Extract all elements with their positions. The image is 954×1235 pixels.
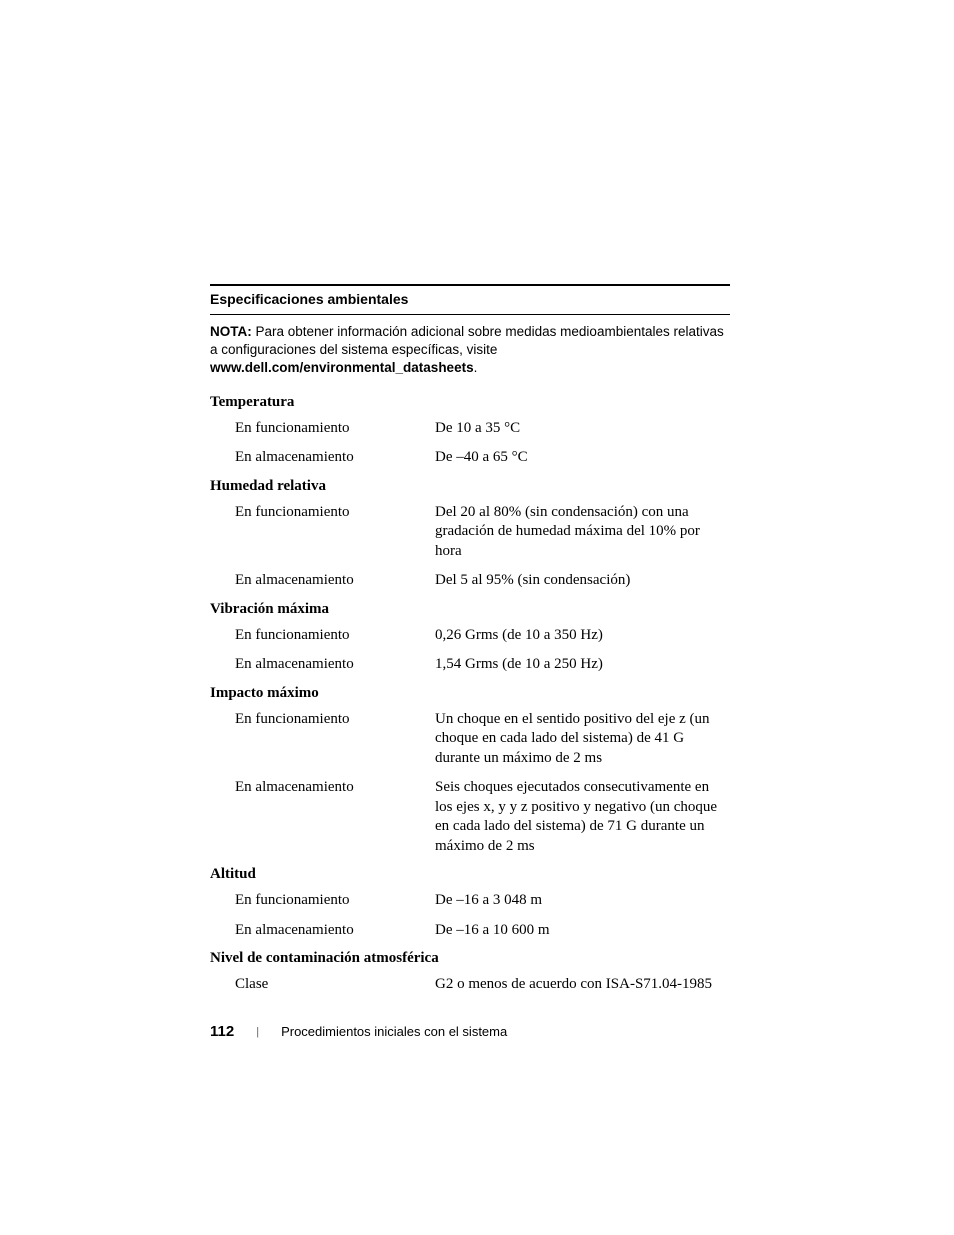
spec-value: De 10 a 35 °C: [435, 419, 730, 439]
subsection-header: Nivel de contaminación atmosférica: [210, 950, 730, 967]
spec-value: G2 o menos de acuerdo con ISA-S71.04-198…: [435, 975, 730, 995]
spec-label: En funcionamiento: [210, 419, 435, 439]
nota-link: www.dell.com/environmental_datasheets: [210, 360, 474, 375]
spec-value: Del 5 al 95% (sin condensación): [435, 571, 730, 591]
spec-label: En funcionamiento: [210, 626, 435, 646]
nota-suffix: .: [474, 360, 478, 375]
spec-value: 1,54 Grms (de 10 a 250 Hz): [435, 655, 730, 675]
spec-value: De –16 a 3 048 m: [435, 891, 730, 911]
spec-value: Seis choques ejecutados consecutivamente…: [435, 778, 730, 856]
nota-block: NOTA: Para obtener información adicional…: [210, 323, 730, 378]
spec-value: Del 20 al 80% (sin condensación) con una…: [435, 503, 730, 562]
spec-value: De –16 a 10 600 m: [435, 921, 730, 941]
spec-row: En almacenamientoDe –40 a 65 °C: [210, 448, 730, 468]
spec-row: En funcionamientoDel 20 al 80% (sin cond…: [210, 503, 730, 562]
nota-text: Para obtener información adicional sobre…: [210, 324, 724, 357]
spec-label: En funcionamiento: [210, 891, 435, 911]
page-number: 112: [210, 1023, 234, 1040]
spec-row: En almacenamientoDe –16 a 10 600 m: [210, 921, 730, 941]
spec-value: Un choque en el sentido positivo del eje…: [435, 710, 730, 769]
spec-row: En funcionamientoDe –16 a 3 048 m: [210, 891, 730, 911]
subsection-header: Altitud: [210, 866, 730, 883]
spec-label: En almacenamiento: [210, 778, 435, 856]
footer-text: Procedimientos iniciales con el sistema: [281, 1024, 507, 1039]
spec-row: En funcionamiento0,26 Grms (de 10 a 350 …: [210, 626, 730, 646]
spec-label: En almacenamiento: [210, 921, 435, 941]
spec-groups: TemperaturaEn funcionamientoDe 10 a 35 °…: [210, 394, 730, 995]
spec-label: En funcionamiento: [210, 710, 435, 769]
spec-label: En almacenamiento: [210, 448, 435, 468]
spec-label: En funcionamiento: [210, 503, 435, 562]
subsection-header: Impacto máximo: [210, 685, 730, 702]
spec-row: En almacenamientoSeis choques ejecutados…: [210, 778, 730, 856]
section-header-text: Especificaciones ambientales: [210, 291, 408, 307]
spec-label: En almacenamiento: [210, 571, 435, 591]
spec-label: En almacenamiento: [210, 655, 435, 675]
page-content: Especificaciones ambientales NOTA: Para …: [210, 284, 730, 1005]
subsection-header: Humedad relativa: [210, 478, 730, 495]
spec-row: En almacenamiento1,54 Grms (de 10 a 250 …: [210, 655, 730, 675]
spec-row: En funcionamientoDe 10 a 35 °C: [210, 419, 730, 439]
spec-row: En almacenamientoDel 5 al 95% (sin conde…: [210, 571, 730, 591]
spec-label: Clase: [210, 975, 435, 995]
spec-value: De –40 a 65 °C: [435, 448, 730, 468]
spec-value: 0,26 Grms (de 10 a 350 Hz): [435, 626, 730, 646]
spec-row: En funcionamientoUn choque en el sentido…: [210, 710, 730, 769]
nota-label: NOTA:: [210, 324, 252, 339]
page-footer: 112 | Procedimientos iniciales con el si…: [210, 1023, 507, 1040]
spec-row: ClaseG2 o menos de acuerdo con ISA-S71.0…: [210, 975, 730, 995]
subsection-header: Vibración máxima: [210, 601, 730, 618]
subsection-header: Temperatura: [210, 394, 730, 411]
footer-divider: |: [256, 1026, 259, 1038]
section-header: Especificaciones ambientales: [210, 284, 730, 315]
